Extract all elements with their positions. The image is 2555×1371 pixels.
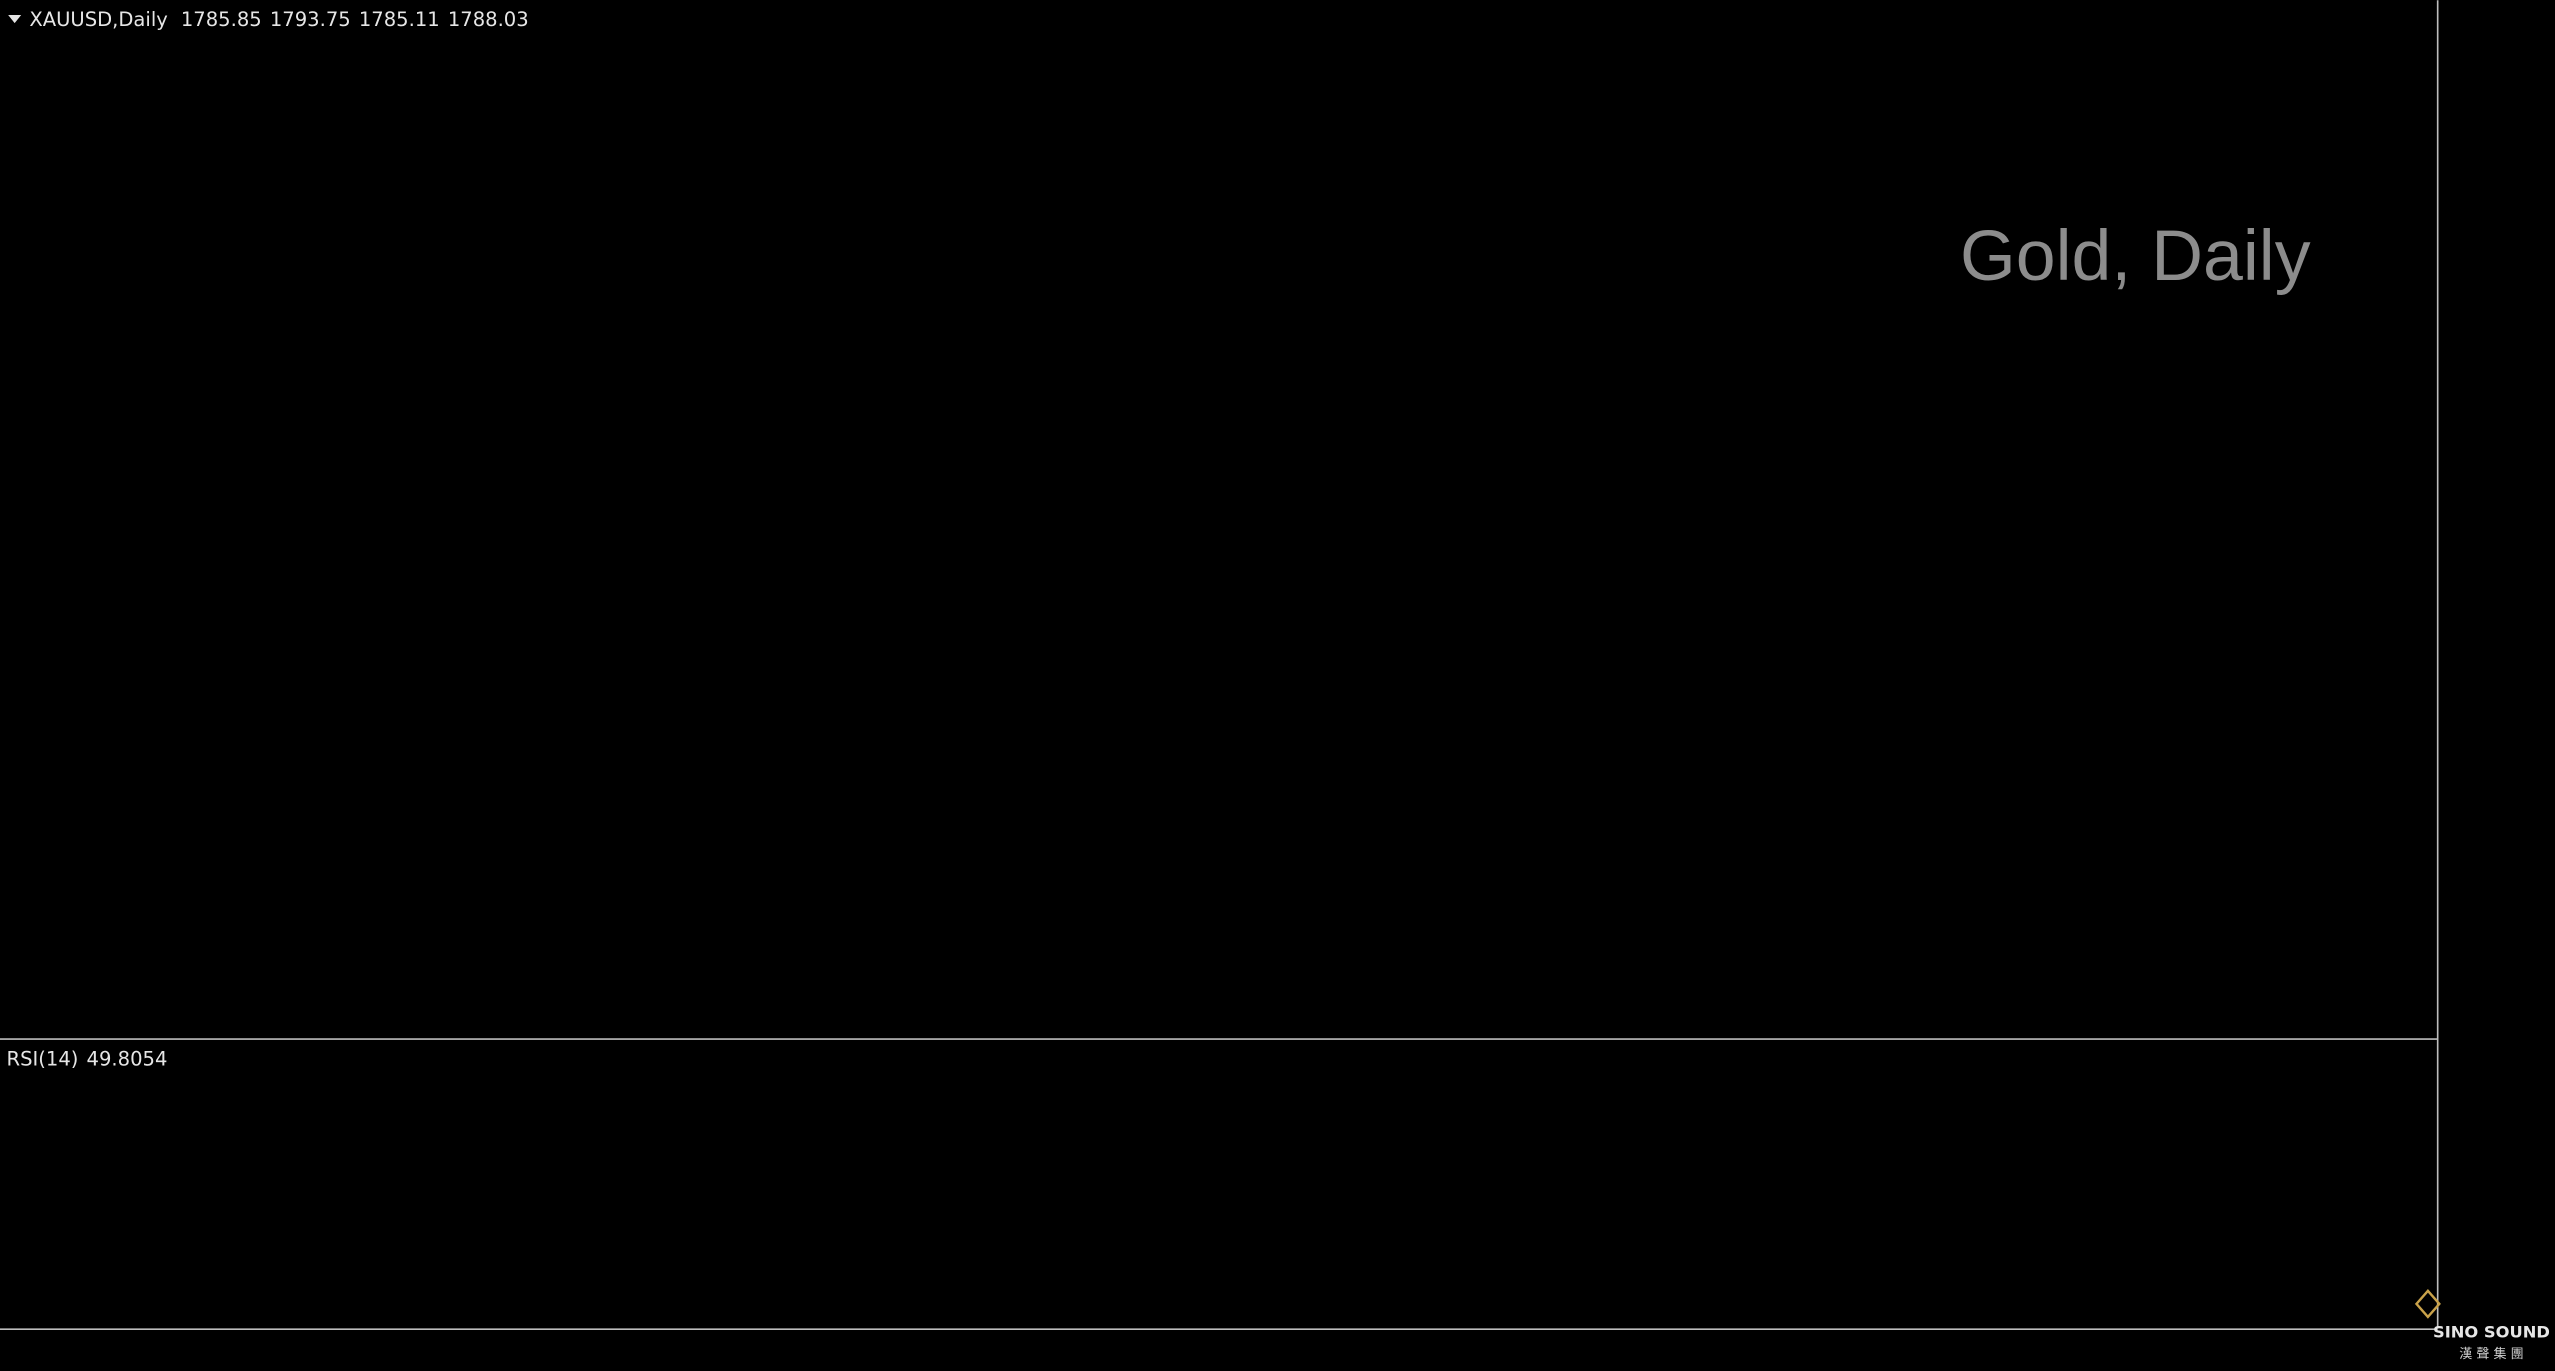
logo-subtext: 漢 聲 集 團 [2459, 1346, 2523, 1362]
ohlc-open: 1785.85 [181, 7, 262, 30]
symbol-title: XAUUSD,Daily [29, 7, 168, 30]
ohlc-low: 1785.11 [359, 7, 440, 30]
collapse-icon[interactable] [8, 14, 22, 24]
logo-text: SINO SOUND [2433, 1323, 2550, 1342]
logo-icon [2414, 1288, 2441, 1319]
rsi-value: 49.8054 [87, 1047, 168, 1070]
rsi-header: RSI(14) 49.8054 [7, 1047, 168, 1070]
chart-header: XAUUSD,Daily 1785.85 1793.75 1785.11 1788.03 [29, 7, 528, 30]
rsi-title: RSI(14) [7, 1047, 79, 1070]
chart-annotation: Gold, Daily [1960, 216, 2311, 296]
ohlc-high: 1793.75 [270, 7, 351, 30]
ohlc-close: 1788.03 [448, 7, 529, 30]
